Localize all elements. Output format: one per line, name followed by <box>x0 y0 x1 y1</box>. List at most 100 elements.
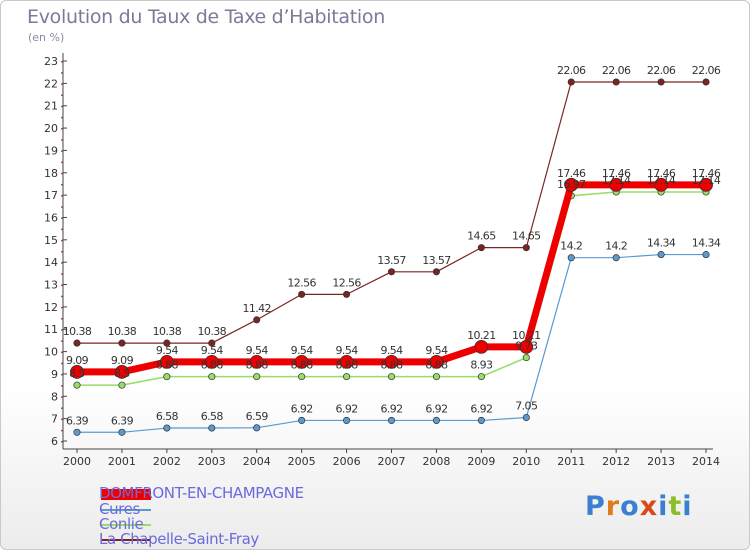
data-label-domfront: 17.46 <box>602 167 631 180</box>
y-minor-mark <box>61 273 63 275</box>
data-point-conlie <box>298 373 306 381</box>
y-minor-mark <box>61 418 63 421</box>
y-tick-label: 14 <box>44 256 58 269</box>
data-label-la-chapelle: 10.38 <box>198 325 227 338</box>
data-point-cures <box>387 416 396 424</box>
data-label-la-chapelle: 14.65 <box>512 230 541 243</box>
data-label-conlie: 8.88 <box>380 359 403 372</box>
x-tick-label: 2012 <box>602 455 630 468</box>
data-point-cures <box>118 428 126 436</box>
legend-label-domfront: DOMFRONT-EN-CHAMPAGNE <box>99 484 304 502</box>
data-label-domfront: 9.54 <box>201 344 224 357</box>
data-label-cures: 6.59 <box>246 410 269 423</box>
x-tick-label: 2011 <box>557 455 585 468</box>
data-label-la-chapelle: 22.06 <box>692 64 721 77</box>
y-minor-mark <box>61 139 63 141</box>
data-label-conlie: 9.73 <box>515 340 538 353</box>
data-label-cures: 6.92 <box>291 402 313 415</box>
data-label-conlie: 16.97 <box>557 178 586 191</box>
data-label-cures: 14.2 <box>605 240 627 253</box>
data-point-cures <box>702 251 710 259</box>
data-label-la-chapelle: 10.38 <box>108 325 137 338</box>
data-label-domfront: 17.46 <box>557 167 586 180</box>
data-label-la-chapelle: 22.06 <box>647 64 676 77</box>
y-minor-mark <box>61 251 63 253</box>
data-label-cures: 14.34 <box>692 237 721 250</box>
y-minor-mark <box>61 306 63 309</box>
data-label-conlie: 8.88 <box>336 359 359 372</box>
logo-letter: P <box>585 491 606 522</box>
data-label-cures: 6.92 <box>336 402 358 415</box>
y-tick-label: 18 <box>44 167 58 180</box>
data-point-cures <box>208 424 216 432</box>
data-label-domfront: 9.09 <box>111 354 134 367</box>
data-label-conlie: 8.93 <box>470 359 493 372</box>
data-label-conlie: 8.88 <box>246 359 269 372</box>
y-tick-label: 19 <box>44 144 58 157</box>
y-minor-mark <box>61 396 63 398</box>
data-label-conlie: 17.14 <box>602 174 631 187</box>
data-label-la-chapelle: 14.65 <box>467 230 496 243</box>
data-point-domfront <box>609 177 624 192</box>
data-label-la-chapelle: 22.06 <box>602 64 631 77</box>
y-minor-mark <box>61 295 63 298</box>
y-minor-mark <box>61 385 63 387</box>
data-point-la-chapelle <box>567 78 575 86</box>
data-label-domfront: 10.21 <box>512 329 541 342</box>
data-label-cures: 6.92 <box>470 402 492 415</box>
y-tick-label: 11 <box>44 323 58 336</box>
x-tick-label: 2009 <box>467 455 495 468</box>
y-minor-mark <box>61 429 63 432</box>
data-label-conlie: 8.88 <box>156 359 179 372</box>
x-tick-label: 2014 <box>692 455 720 468</box>
x-tick-label: 2007 <box>378 455 406 468</box>
y-minor-mark <box>61 94 63 97</box>
y-minor-mark <box>61 72 63 74</box>
unit-label: (en %) <box>28 31 65 44</box>
data-label-domfront: 9.54 <box>425 344 448 357</box>
y-tick-label: 23 <box>44 55 58 68</box>
y-minor-mark <box>61 206 63 208</box>
data-point-cures <box>343 416 351 424</box>
data-point-domfront <box>519 339 534 354</box>
data-label-conlie: 8.88 <box>201 359 224 372</box>
data-point-cures <box>612 254 620 262</box>
data-point-cures <box>567 254 575 262</box>
y-minor-mark <box>61 318 63 320</box>
y-minor-mark <box>61 340 63 342</box>
y-minor-mark <box>61 239 63 242</box>
data-point-la-chapelle <box>702 78 710 86</box>
data-point-la-chapelle <box>432 268 440 276</box>
data-label-la-chapelle: 11.42 <box>242 302 271 315</box>
x-tick-label: 2005 <box>288 455 316 468</box>
data-label-conlie: 8.88 <box>291 359 314 372</box>
data-point-domfront <box>70 365 84 379</box>
data-point-domfront <box>249 354 264 369</box>
data-point-conlie <box>118 381 126 389</box>
data-label-domfront: 17.46 <box>647 167 676 180</box>
data-label-la-chapelle: 13.57 <box>377 254 406 267</box>
data-label-domfront: 10.21 <box>467 329 496 342</box>
y-tick-label: 12 <box>44 301 58 314</box>
y-tick-label: 6 <box>51 435 58 448</box>
data-point-conlie <box>387 373 396 381</box>
data-label-la-chapelle: 12.56 <box>332 276 361 289</box>
data-label-la-chapelle: 13.57 <box>422 254 451 267</box>
data-label-conlie: 8.5 <box>69 367 85 380</box>
data-label-la-chapelle: 10.38 <box>63 325 92 338</box>
data-label-cures: 7.05 <box>515 400 538 413</box>
data-point-cures <box>477 416 485 424</box>
data-point-la-chapelle <box>657 78 665 86</box>
x-tick-label: 2001 <box>108 455 136 468</box>
y-tick-label: 8 <box>51 390 58 403</box>
x-tick-label: 2013 <box>647 455 675 468</box>
data-label-domfront: 9.54 <box>291 344 314 357</box>
x-tick-label: 2010 <box>512 455 540 468</box>
data-point-la-chapelle <box>522 244 530 252</box>
data-label-domfront: 9.54 <box>156 344 179 357</box>
data-label-cures: 6.92 <box>425 402 447 415</box>
data-label-domfront: 9.54 <box>336 344 359 357</box>
data-point-domfront <box>204 354 219 369</box>
